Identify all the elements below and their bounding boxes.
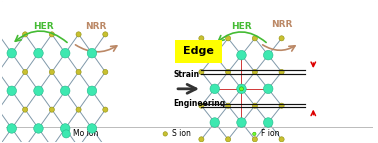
Circle shape bbox=[199, 69, 204, 75]
Circle shape bbox=[226, 103, 231, 108]
Circle shape bbox=[34, 48, 43, 58]
Circle shape bbox=[252, 36, 257, 41]
Circle shape bbox=[279, 103, 284, 108]
Circle shape bbox=[263, 50, 273, 60]
Circle shape bbox=[34, 86, 43, 96]
Circle shape bbox=[199, 36, 204, 41]
Circle shape bbox=[263, 118, 273, 127]
Circle shape bbox=[49, 69, 54, 75]
Text: HER: HER bbox=[33, 22, 54, 31]
Circle shape bbox=[279, 69, 284, 75]
Text: Strain: Strain bbox=[173, 70, 199, 79]
Circle shape bbox=[237, 50, 246, 60]
Circle shape bbox=[23, 69, 28, 75]
Circle shape bbox=[163, 132, 167, 136]
Circle shape bbox=[87, 48, 97, 58]
Circle shape bbox=[103, 107, 108, 112]
Circle shape bbox=[62, 130, 70, 138]
Circle shape bbox=[237, 84, 246, 94]
Circle shape bbox=[60, 124, 70, 133]
Circle shape bbox=[263, 84, 273, 94]
Text: NRR: NRR bbox=[271, 20, 293, 29]
Circle shape bbox=[252, 69, 257, 75]
Circle shape bbox=[237, 118, 246, 127]
Circle shape bbox=[240, 87, 243, 91]
Circle shape bbox=[103, 32, 108, 37]
Circle shape bbox=[49, 107, 54, 112]
Circle shape bbox=[252, 103, 257, 108]
Text: Engineering: Engineering bbox=[173, 99, 225, 108]
Text: Mo ion: Mo ion bbox=[73, 129, 99, 138]
Circle shape bbox=[210, 84, 220, 94]
Circle shape bbox=[226, 137, 231, 142]
Circle shape bbox=[7, 124, 17, 133]
Circle shape bbox=[226, 69, 231, 75]
Circle shape bbox=[0, 107, 1, 112]
Circle shape bbox=[199, 103, 204, 108]
Text: HER: HER bbox=[231, 22, 252, 31]
Circle shape bbox=[199, 137, 204, 142]
Circle shape bbox=[60, 48, 70, 58]
Circle shape bbox=[253, 132, 256, 136]
Circle shape bbox=[226, 36, 231, 41]
Circle shape bbox=[7, 86, 17, 96]
Circle shape bbox=[34, 124, 43, 133]
Circle shape bbox=[279, 137, 284, 142]
Circle shape bbox=[76, 107, 81, 112]
Circle shape bbox=[252, 137, 257, 142]
Circle shape bbox=[210, 50, 220, 60]
Circle shape bbox=[76, 32, 81, 37]
Circle shape bbox=[0, 32, 1, 37]
Text: S ion: S ion bbox=[172, 129, 191, 138]
Circle shape bbox=[0, 69, 1, 75]
FancyBboxPatch shape bbox=[175, 40, 222, 63]
Circle shape bbox=[7, 48, 17, 58]
Circle shape bbox=[87, 86, 97, 96]
Text: Edge: Edge bbox=[183, 46, 214, 56]
Circle shape bbox=[103, 69, 108, 75]
Circle shape bbox=[76, 69, 81, 75]
Circle shape bbox=[87, 124, 97, 133]
Circle shape bbox=[23, 107, 28, 112]
Circle shape bbox=[60, 86, 70, 96]
Circle shape bbox=[210, 118, 220, 127]
Circle shape bbox=[279, 36, 284, 41]
Circle shape bbox=[23, 32, 28, 37]
Circle shape bbox=[49, 32, 54, 37]
Text: F ion: F ion bbox=[261, 129, 280, 138]
Text: NRR: NRR bbox=[85, 22, 107, 31]
